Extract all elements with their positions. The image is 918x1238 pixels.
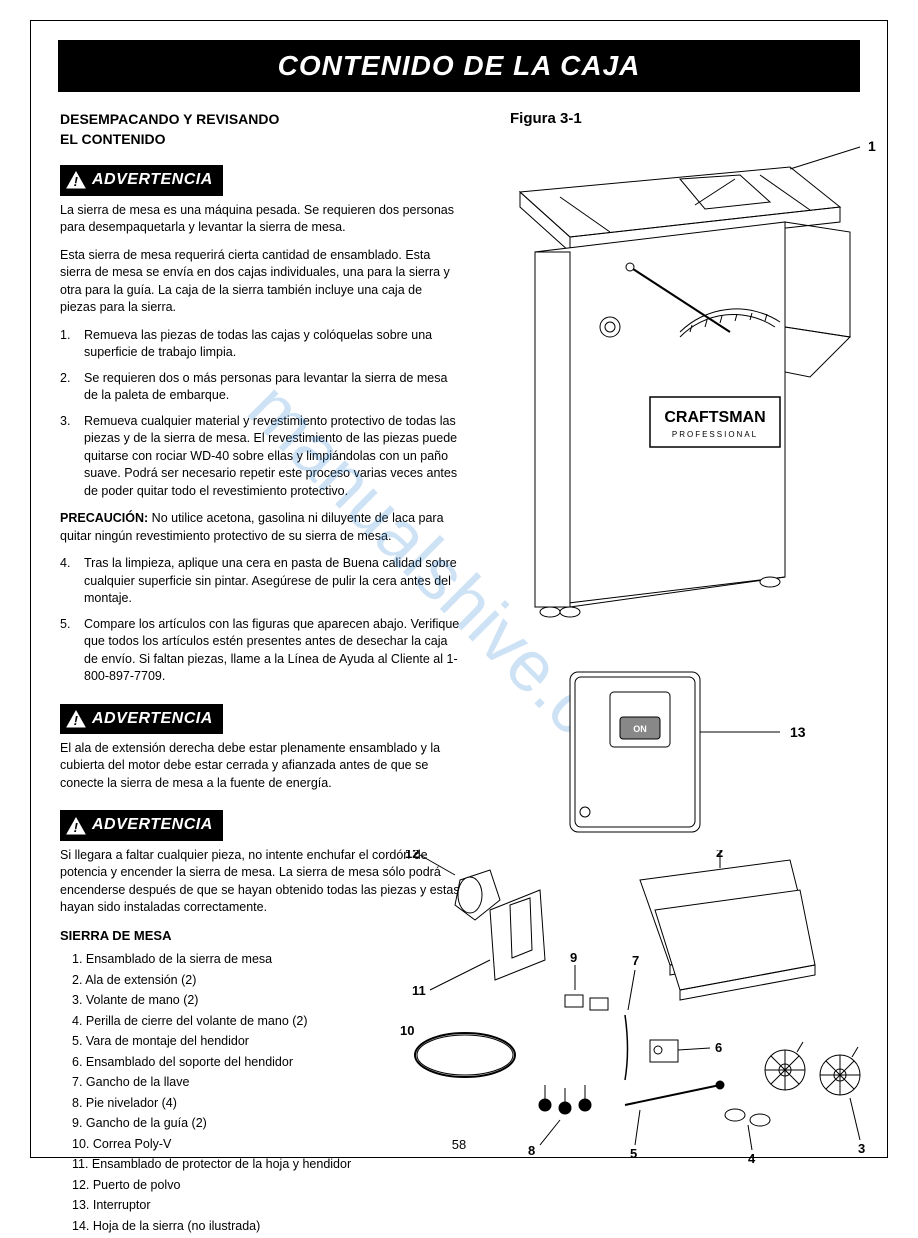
parts-illustration: 12 11 10 9 8 7: [400, 850, 880, 1170]
part-13: 13. Interruptor: [72, 1197, 460, 1215]
svg-text:6: 6: [715, 1040, 722, 1055]
svg-text:1: 1: [868, 138, 876, 154]
part-12: 12. Puerto de polvo: [72, 1177, 460, 1195]
svg-text:10: 10: [400, 1023, 414, 1038]
svg-text:8: 8: [528, 1143, 535, 1158]
svg-text:7: 7: [632, 953, 639, 968]
svg-text:2: 2: [716, 850, 723, 860]
svg-text:CRAFTSMAN: CRAFTSMAN: [664, 409, 765, 426]
svg-text:5: 5: [630, 1146, 637, 1161]
svg-text:4: 4: [748, 1151, 756, 1166]
svg-text:13: 13: [790, 724, 806, 740]
figure-title: Figura 3-1: [480, 110, 880, 127]
right-column: Figura 3-1: [480, 110, 880, 1238]
switch-illustration: ON 13: [540, 662, 820, 842]
svg-text:11: 11: [412, 983, 426, 998]
part-14: 14. Hoja de la sierra (no ilustrada): [72, 1218, 460, 1236]
svg-text:9: 9: [570, 950, 577, 965]
svg-text:ON: ON: [633, 724, 647, 734]
svg-text:PROFESSIONAL: PROFESSIONAL: [672, 430, 758, 439]
page-number: 58: [452, 1137, 466, 1152]
table-saw-illustration: CRAFTSMAN PROFESSIONAL 1: [480, 137, 880, 647]
svg-text:3: 3: [858, 1141, 865, 1156]
svg-text:12: 12: [405, 850, 419, 861]
